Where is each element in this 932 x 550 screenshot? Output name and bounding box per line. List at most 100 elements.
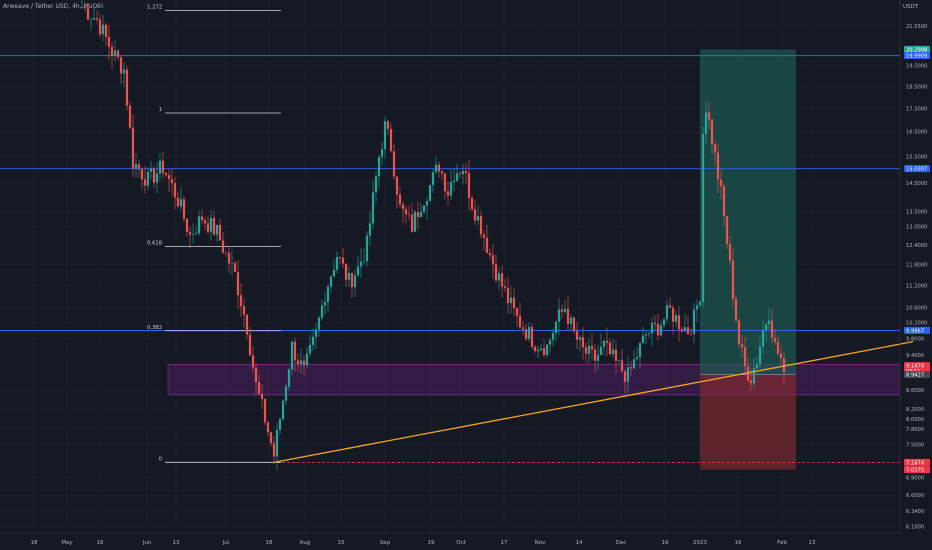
bear-candle xyxy=(524,324,528,341)
bear-candle xyxy=(200,209,204,225)
bull-candle xyxy=(635,347,639,362)
bear-candle xyxy=(437,161,441,179)
bull-candle xyxy=(617,358,621,364)
bull-candle xyxy=(626,356,630,394)
y-tick-label: 15.5000 xyxy=(906,155,927,161)
x-tick-label: 16 xyxy=(97,540,104,546)
bear-candle xyxy=(566,296,570,332)
y-tick-label: 6.9000 xyxy=(906,476,924,482)
bull-candle xyxy=(692,301,696,344)
bull-candle xyxy=(311,328,315,351)
bull-candle xyxy=(758,335,762,369)
price-label-value: 7.1674 xyxy=(906,460,925,466)
bear-candle xyxy=(185,218,189,237)
bear-candle xyxy=(125,65,129,111)
bull-candle xyxy=(326,283,330,313)
bear-candle xyxy=(239,283,243,317)
bear-candle xyxy=(740,335,744,358)
y-tick-label: 8.6000 xyxy=(906,388,924,394)
bull-candle xyxy=(563,300,567,314)
bear-candle xyxy=(590,333,594,360)
bear-candle xyxy=(782,351,786,386)
bear-candle xyxy=(653,315,657,332)
zones xyxy=(167,49,901,470)
fib-level-label: 0.618 xyxy=(147,241,162,247)
bear-candle xyxy=(188,227,192,249)
bear-candle xyxy=(503,278,507,293)
bull-candle xyxy=(431,168,435,193)
bear-candle xyxy=(500,265,504,298)
price-label-value: 9.1474 xyxy=(906,364,925,370)
bear-candle xyxy=(392,143,396,180)
bull-candle xyxy=(569,314,573,331)
bear-candle xyxy=(521,320,525,336)
x-tick-label: 13 xyxy=(809,540,816,546)
y-tick-label: 12.4000 xyxy=(906,243,927,249)
bear-candle xyxy=(350,272,354,299)
bull-candle xyxy=(377,154,381,188)
bull-candle xyxy=(752,357,756,390)
y-tick-label: 10.2000 xyxy=(906,321,927,327)
bear-candle xyxy=(272,436,276,464)
bear-candle xyxy=(773,329,777,346)
bear-candle xyxy=(734,294,738,323)
y-tick-label: 19.5000 xyxy=(906,63,927,69)
bull-candle xyxy=(287,367,291,392)
bear-candle xyxy=(257,373,261,396)
bear-candle xyxy=(728,235,732,266)
x-tick-label: 18 xyxy=(266,540,273,546)
y-tick-label: 14.5000 xyxy=(906,181,927,187)
bull-candle xyxy=(509,286,513,314)
bear-candle xyxy=(131,115,135,178)
bear-candle xyxy=(470,194,474,212)
bear-candle xyxy=(479,210,483,239)
bear-candle xyxy=(443,173,447,200)
bear-candle xyxy=(152,166,156,188)
x-tick-label: Dec xyxy=(616,540,627,546)
bull-candle xyxy=(578,334,582,351)
bull-candle xyxy=(602,339,606,356)
bull-candle xyxy=(149,160,153,180)
bull-candle xyxy=(638,341,642,369)
bear-candle xyxy=(737,318,741,349)
bear-candle xyxy=(341,247,345,269)
bear-candle xyxy=(494,253,498,284)
bull-candle xyxy=(422,205,426,215)
y-tick-label: 13.5000 xyxy=(906,209,927,215)
fib-level-label: 1 xyxy=(159,107,162,113)
bull-candle xyxy=(362,248,366,265)
bear-candle xyxy=(458,171,462,179)
bear-candle xyxy=(572,316,576,333)
y-tick-label: 6.3400 xyxy=(906,509,924,515)
bull-candle xyxy=(665,299,669,324)
bear-candle xyxy=(182,195,186,223)
bear-candle xyxy=(161,152,165,179)
bear-candle xyxy=(533,344,537,354)
price-label: 7.0375 xyxy=(904,466,930,474)
x-tick-label: Feb xyxy=(777,540,787,546)
y-tick-label: 8.0000 xyxy=(906,417,924,423)
bear-candle xyxy=(398,186,402,208)
bull-candle xyxy=(368,210,372,246)
bear-candle xyxy=(482,230,486,251)
bear-candle xyxy=(719,170,723,200)
bull-candle xyxy=(755,356,759,371)
x-tick-label: 15 xyxy=(338,540,345,546)
bear-candle xyxy=(116,49,120,61)
y-tick-label: 6.1000 xyxy=(906,524,924,530)
bear-candle xyxy=(629,360,633,376)
bull-candle xyxy=(497,268,501,291)
bear-candle xyxy=(344,263,348,287)
bear-candle xyxy=(203,216,207,231)
bear-candle xyxy=(593,344,597,374)
bear-candle xyxy=(668,297,672,308)
bear-candle xyxy=(746,356,750,383)
bear-candle xyxy=(224,251,228,257)
bull-candle xyxy=(356,255,360,277)
bull-candle xyxy=(197,210,201,236)
bear-candle xyxy=(167,169,171,193)
y-tick-label: 9.8000 xyxy=(906,336,924,342)
bear-candle xyxy=(233,260,237,272)
price-label: 8.9427 xyxy=(904,371,930,379)
